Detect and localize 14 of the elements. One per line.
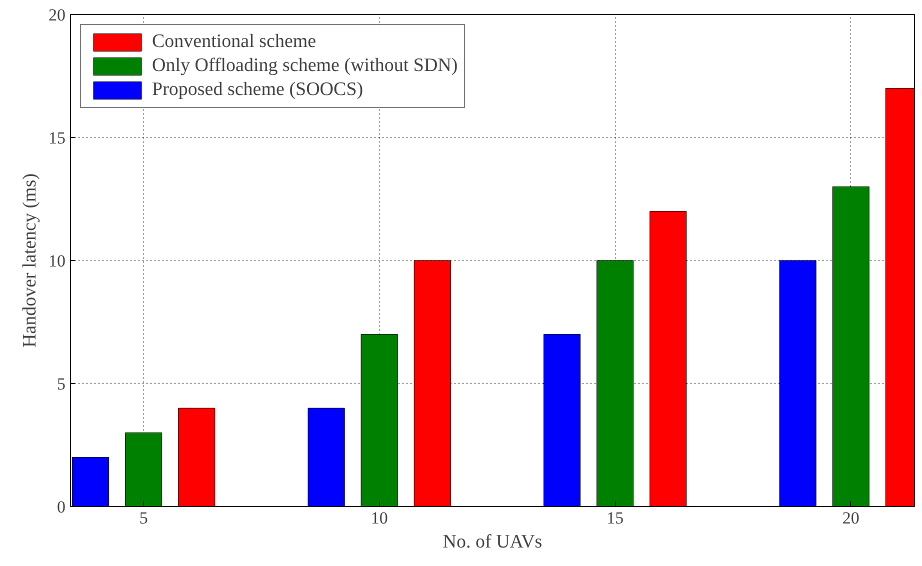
x-axis-title: No. of UAVs (442, 532, 542, 552)
y-tick-label: 0 (57, 498, 66, 516)
x-tick-label: 20 (842, 508, 860, 528)
y-tick-label: 5 (57, 374, 66, 394)
y-tick-label: 10 (48, 252, 66, 270)
y-tick-label: 20 (48, 6, 66, 24)
y-axis-title: Handover latency (ms) (20, 173, 40, 348)
x-tick-label: 15 (606, 508, 624, 528)
legend-label: Proposed scheme (SOOCS) (152, 79, 364, 101)
legend-label: Conventional scheme (152, 31, 316, 53)
x-tick-label: 5 (139, 508, 148, 528)
y-tick-label: 15 (48, 128, 66, 148)
legend-label: Only Offloading scheme (without SDN) (152, 55, 458, 77)
x-tick-label: 10 (370, 508, 388, 528)
